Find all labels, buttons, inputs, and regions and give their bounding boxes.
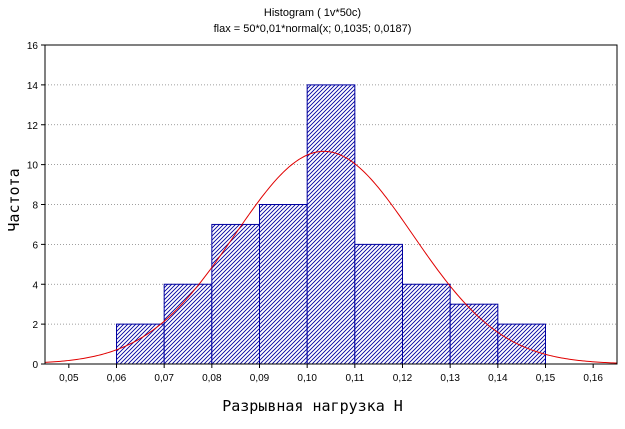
x-tick-label: 0,13	[440, 373, 460, 384]
histogram-bar	[449, 303, 499, 365]
histogram-bar	[163, 283, 213, 365]
y-axis-label: Частота	[5, 168, 23, 232]
x-tick-label: 0,16	[583, 373, 603, 384]
x-tick-label: 0,15	[536, 373, 556, 384]
y-tick-label: 12	[27, 121, 39, 132]
x-tick-label: 0,11	[345, 373, 364, 384]
normal-fit-curve	[44, 150, 618, 364]
histogram-bar	[259, 204, 308, 365]
y-tick-label: 6	[32, 240, 38, 251]
histogram-bar	[497, 323, 547, 365]
y-tick-label: 16	[27, 41, 39, 52]
histogram-bar	[116, 323, 165, 365]
x-tick-label: 0,07	[154, 373, 174, 384]
x-tick-label: 0,10	[297, 373, 317, 384]
histogram-bar	[354, 243, 404, 365]
x-tick-label: 0,09	[250, 373, 270, 384]
histogram-bar	[211, 223, 260, 365]
chart-title: Histogram ( 1v*50c)	[263, 7, 362, 19]
y-tick-label: 10	[27, 161, 39, 172]
x-tick-label: 0,06	[107, 373, 127, 384]
histogram-bar	[306, 84, 356, 365]
histogram-bar	[402, 283, 451, 365]
y-tick-label: 8	[32, 201, 38, 212]
x-tick-label: 0,14	[488, 373, 508, 384]
x-tick-label: 0,12	[393, 373, 413, 384]
x-tick-label: 0,05	[59, 373, 79, 384]
y-tick-label: 0	[32, 360, 38, 371]
y-tick-label: 2	[32, 320, 38, 331]
chart-subtitle: flax = 50*0,01*normal(x; 0,1035; 0,0187)	[213, 23, 412, 35]
x-axis-label: Разрывная нагрузка Н	[222, 397, 403, 415]
x-tick-label: 0,08	[202, 373, 222, 384]
y-tick-label: 4	[32, 280, 38, 291]
y-tick-label: 14	[27, 81, 39, 92]
